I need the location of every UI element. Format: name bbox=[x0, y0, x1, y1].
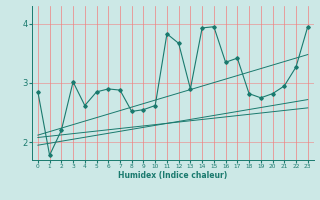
X-axis label: Humidex (Indice chaleur): Humidex (Indice chaleur) bbox=[118, 171, 228, 180]
